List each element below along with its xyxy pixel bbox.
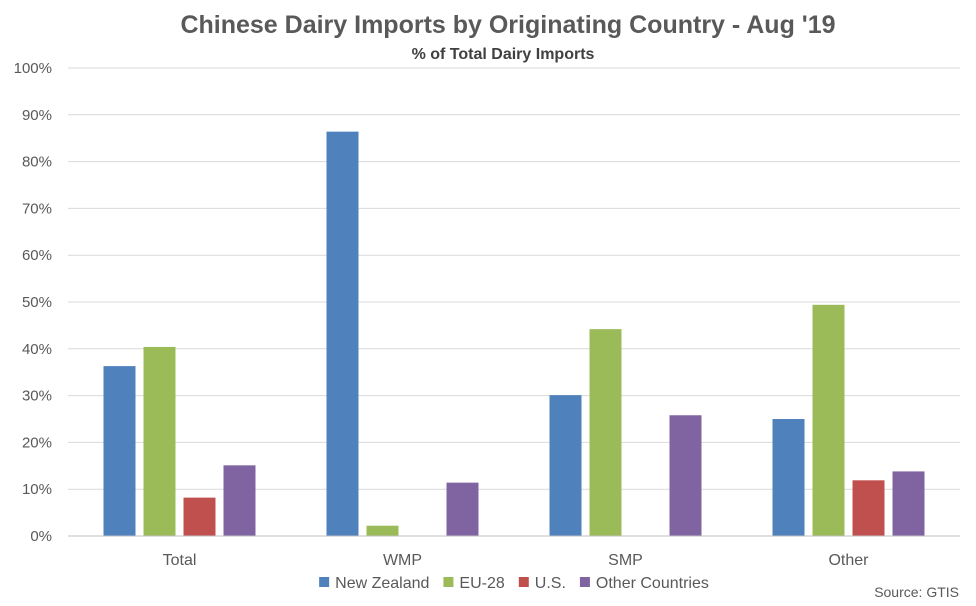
legend-label: Other Countries bbox=[596, 575, 709, 592]
x-category-label: Total bbox=[163, 552, 197, 569]
bar-other-countries-total bbox=[223, 465, 256, 536]
y-tick-label: 50% bbox=[22, 294, 52, 311]
legend-label: EU-28 bbox=[459, 575, 504, 592]
bar-other-countries-smp bbox=[669, 415, 702, 536]
y-tick-label: 100% bbox=[14, 60, 52, 77]
y-tick-label: 30% bbox=[22, 388, 52, 405]
y-tick-label: 60% bbox=[22, 247, 52, 264]
y-tick-label: 70% bbox=[22, 200, 52, 217]
bar-other-countries-other bbox=[892, 471, 925, 536]
x-axis-category-labels: Total WMP SMP Other bbox=[163, 552, 870, 569]
y-tick-label: 0% bbox=[30, 528, 52, 545]
bar-u-s-total bbox=[183, 497, 216, 536]
bars bbox=[103, 131, 925, 536]
y-tick-label: 20% bbox=[22, 434, 52, 451]
bar-new-zealand-total bbox=[103, 366, 136, 536]
y-axis-tick-labels: 0% 10% 20% 30% 40% 50% 60% 70% 80% 90% 100% bbox=[14, 60, 52, 545]
chart-subtitle: % of Total Dairy Imports bbox=[412, 46, 595, 63]
y-tick-label: 90% bbox=[22, 107, 52, 124]
y-tick-label: 10% bbox=[22, 481, 52, 498]
legend: New Zealand EU-28 U.S. Other Countries bbox=[319, 575, 709, 592]
bar-new-zealand-wmp bbox=[326, 131, 359, 536]
legend-swatch bbox=[319, 577, 330, 587]
bar-u-s-other bbox=[852, 480, 885, 536]
source-note: Source: GTIS bbox=[874, 584, 959, 600]
bar-other-countries-wmp bbox=[446, 482, 479, 536]
legend-label: U.S. bbox=[535, 575, 566, 592]
x-category-label: Other bbox=[828, 552, 869, 569]
bar-eu-28-other bbox=[812, 304, 845, 536]
x-category-label: WMP bbox=[383, 552, 422, 569]
legend-swatch bbox=[579, 577, 590, 587]
y-tick-label: 40% bbox=[22, 341, 52, 358]
y-tick-label: 80% bbox=[22, 154, 52, 171]
bar-eu-28-smp bbox=[589, 329, 622, 536]
legend-swatch bbox=[518, 577, 529, 587]
bar-new-zealand-smp bbox=[549, 395, 582, 536]
bar-eu-28-total bbox=[143, 346, 176, 536]
bar-new-zealand-other bbox=[772, 419, 805, 536]
bar-eu-28-wmp bbox=[366, 525, 399, 536]
x-category-label: SMP bbox=[608, 552, 643, 569]
gridlines bbox=[68, 67, 960, 490]
legend-label: New Zealand bbox=[335, 575, 429, 592]
legend-swatch bbox=[443, 577, 454, 587]
chart-title: Chinese Dairy Imports by Originating Cou… bbox=[180, 11, 835, 39]
